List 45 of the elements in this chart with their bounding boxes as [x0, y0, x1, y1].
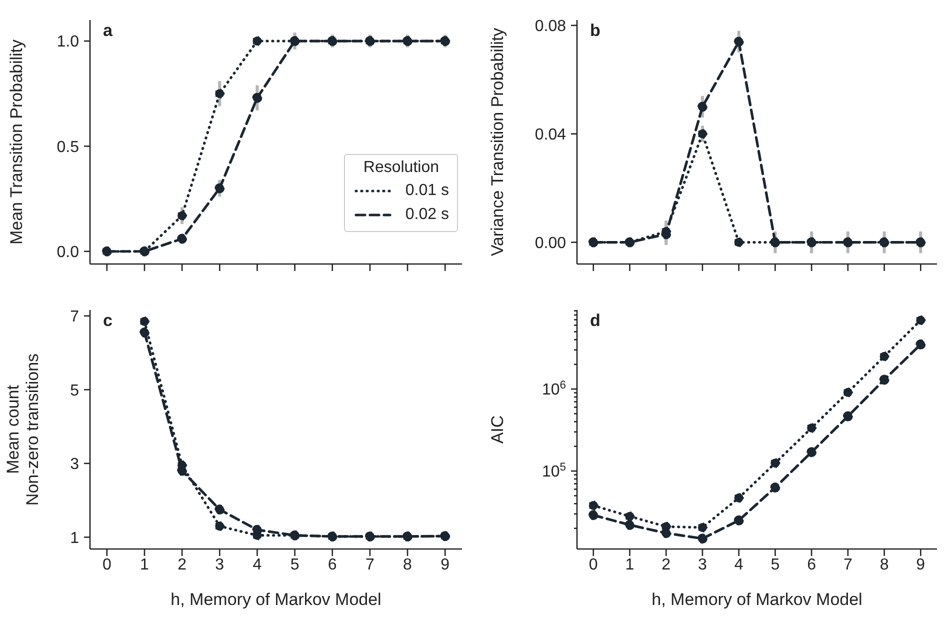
y-tick-label: 10$^{6}$	[542, 380, 566, 399]
x-tick-label: 2	[662, 556, 671, 574]
y-axis-title: AIC	[488, 415, 507, 444]
chart-title: a	[103, 21, 112, 41]
chart-title: c	[103, 311, 112, 331]
y-tick-label: 0.00	[534, 234, 566, 252]
y-tick-label: 0.5	[56, 138, 80, 156]
y-tick-label: 10$^{5}$	[542, 462, 566, 481]
x-tick-label: 3	[215, 556, 224, 574]
x-tick-label: 8	[403, 556, 412, 574]
y-tick-label: 5	[70, 382, 80, 400]
x-tick-label: 5	[770, 556, 780, 574]
x-tick-label: 9	[916, 556, 926, 574]
legend-title: Resolution	[362, 159, 440, 177]
x-tick-label: 7	[843, 556, 852, 574]
x-tick-label: 9	[440, 556, 450, 574]
y-tick-label: 1	[70, 530, 80, 547]
legend-label: 0.01 s	[405, 182, 449, 200]
x-tick-label: 1	[140, 556, 150, 574]
y-tick-label: 7	[70, 308, 80, 326]
chart-title: b	[590, 21, 600, 41]
x-tick-label: 8	[880, 556, 889, 574]
x-tick-label: 4	[734, 556, 744, 574]
y-tick-label: 1.0	[56, 34, 80, 51]
x-tick-label: 3	[698, 556, 707, 574]
y-axis-title: Mean count Non-zero transitions	[4, 353, 42, 506]
x-tick-label: 1	[625, 556, 634, 574]
y-tick-label: 3	[70, 456, 80, 474]
y-tick-label: 0.04	[534, 126, 566, 144]
x-tick-label: 0	[588, 556, 598, 574]
x-tick-label: 5	[290, 556, 300, 574]
x-axis-title: h, Memory of Markov Model	[170, 590, 382, 609]
x-tick-label: 6	[328, 556, 337, 574]
y-tick-label: 0.0	[56, 244, 80, 261]
x-tick-label: 7	[365, 556, 374, 574]
x-tick-label: 2	[178, 556, 187, 574]
x-axis-title: h, Memory of Markov Model	[652, 590, 862, 609]
chart-title: d	[590, 311, 600, 331]
legend-label: 0.02 s	[405, 206, 449, 224]
y-tick-label: 0.08	[534, 18, 566, 36]
y-axis-title: Mean Transition Probability	[7, 38, 26, 245]
y-axis-title: Variance Transition Probability	[488, 27, 507, 256]
x-tick-label: 6	[807, 556, 816, 574]
x-tick-label: 0	[102, 556, 112, 574]
x-tick-label: 4	[252, 556, 262, 574]
